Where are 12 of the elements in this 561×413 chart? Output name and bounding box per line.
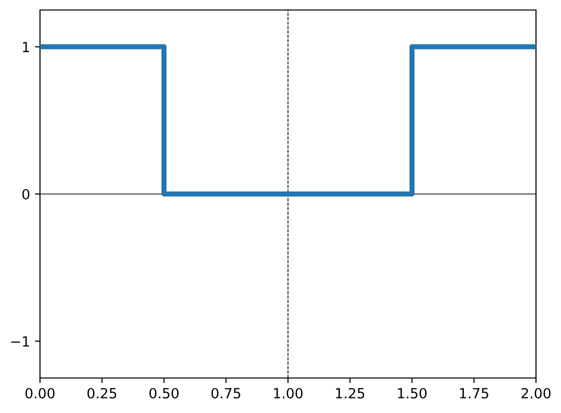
x-tick-label: 1.75: [460, 388, 488, 398]
x-tick-label: 0.75: [211, 388, 240, 398]
x-tick-label: 0.50: [149, 388, 179, 398]
x-tick-label: 0.00: [25, 388, 55, 398]
y-tick-label: 1: [22, 42, 29, 52]
x-tick-label: 1.25: [336, 388, 364, 398]
x-tick-label: 2.00: [522, 388, 551, 398]
y-tick-label: −1: [11, 336, 29, 346]
y-tick-label: 0: [22, 188, 30, 200]
x-tick-label: 1.50: [398, 388, 427, 398]
x-tick-label: 0.25: [87, 388, 116, 398]
x-tick-label: 1.00: [274, 388, 303, 398]
